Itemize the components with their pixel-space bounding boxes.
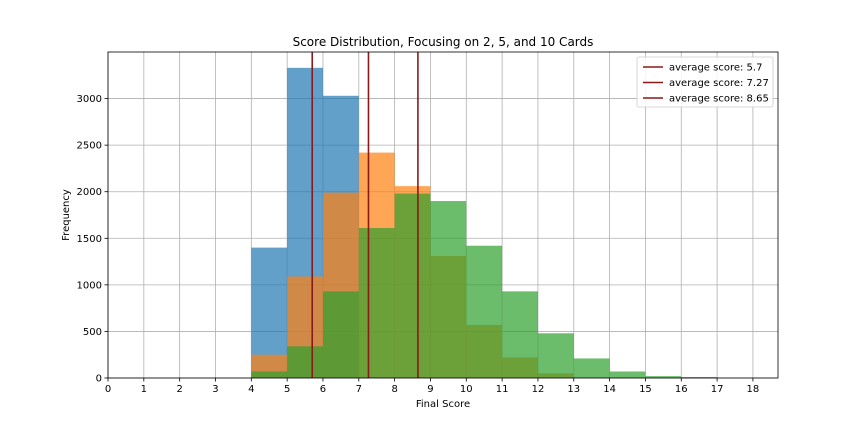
histogram-bar-series-3 — [358, 228, 395, 378]
y-tick-label: 2500 — [77, 141, 102, 152]
histogram-bar-series-3 — [537, 333, 574, 378]
x-tick-label: 11 — [496, 384, 509, 395]
plot-frame — [107, 51, 779, 379]
x-tick-label: 18 — [747, 384, 760, 395]
x-tick-label: 14 — [603, 384, 616, 395]
y-tick-label: 2000 — [77, 187, 102, 198]
histogram-bar-series-3 — [645, 376, 682, 378]
y-axis-label: Frequency — [61, 189, 72, 241]
x-tick-label: 5 — [284, 384, 290, 395]
histogram-bar-series-3 — [394, 193, 431, 378]
histogram-bar-series-3 — [287, 346, 323, 378]
histogram-bars — [251, 67, 718, 378]
y-tick-label: 0 — [96, 374, 102, 385]
legend-label: average score: 8.65 — [669, 94, 769, 105]
legend-label: average score: 7.27 — [669, 78, 769, 89]
legend: average score: 5.7 average score: 7.27 ave… — [636, 56, 774, 108]
chart-title: Score Distribution, Focusing on 2, 5, an… — [293, 35, 594, 49]
y-tick-label: 500 — [83, 327, 102, 338]
average-lines — [311, 52, 419, 378]
x-tick-label: 6 — [320, 384, 326, 395]
x-tick-label: 15 — [639, 384, 652, 395]
y-tick-label: 3000 — [77, 94, 102, 105]
histogram-bar-series-3 — [681, 377, 718, 378]
x-tick-label: 2 — [176, 384, 182, 395]
x-tick-label: 7 — [356, 384, 362, 395]
histogram-bar-series-3 — [466, 245, 503, 378]
x-tick-label: 1 — [141, 384, 147, 395]
histogram-bar-series-3 — [502, 291, 538, 378]
histogram-bar-series-3 — [322, 291, 359, 378]
y-axis-ticks: 0 500 1000 1500 2000 2500 3000 — [77, 94, 108, 385]
legend-box — [636, 56, 774, 108]
x-tick-label: 17 — [711, 384, 724, 395]
x-tick-label: 8 — [391, 384, 397, 395]
histogram-bar-series-3 — [430, 201, 467, 378]
x-tick-label: 0 — [105, 384, 111, 395]
x-tick-label: 10 — [460, 384, 473, 395]
x-tick-label: 9 — [427, 384, 433, 395]
histogram-bar-series-3 — [573, 358, 610, 378]
legend-label: average score: 5.7 — [669, 63, 762, 74]
x-axis-label: Final Score — [416, 399, 470, 410]
x-tick-label: 12 — [532, 384, 545, 395]
y-tick-label: 1000 — [77, 280, 102, 291]
x-tick-label: 16 — [675, 384, 688, 395]
y-tick-label: 1500 — [77, 234, 102, 245]
histogram-bar-series-3 — [609, 371, 646, 378]
x-axis-ticks: 0 1 2 3 4 5 6 7 8 9 10 11 12 13 14 15 16 17 18 — [105, 378, 759, 395]
histogram-bar-series-3 — [251, 371, 288, 378]
x-tick-label: 4 — [248, 384, 254, 395]
x-tick-label: 3 — [212, 384, 218, 395]
x-tick-label: 13 — [567, 384, 580, 395]
